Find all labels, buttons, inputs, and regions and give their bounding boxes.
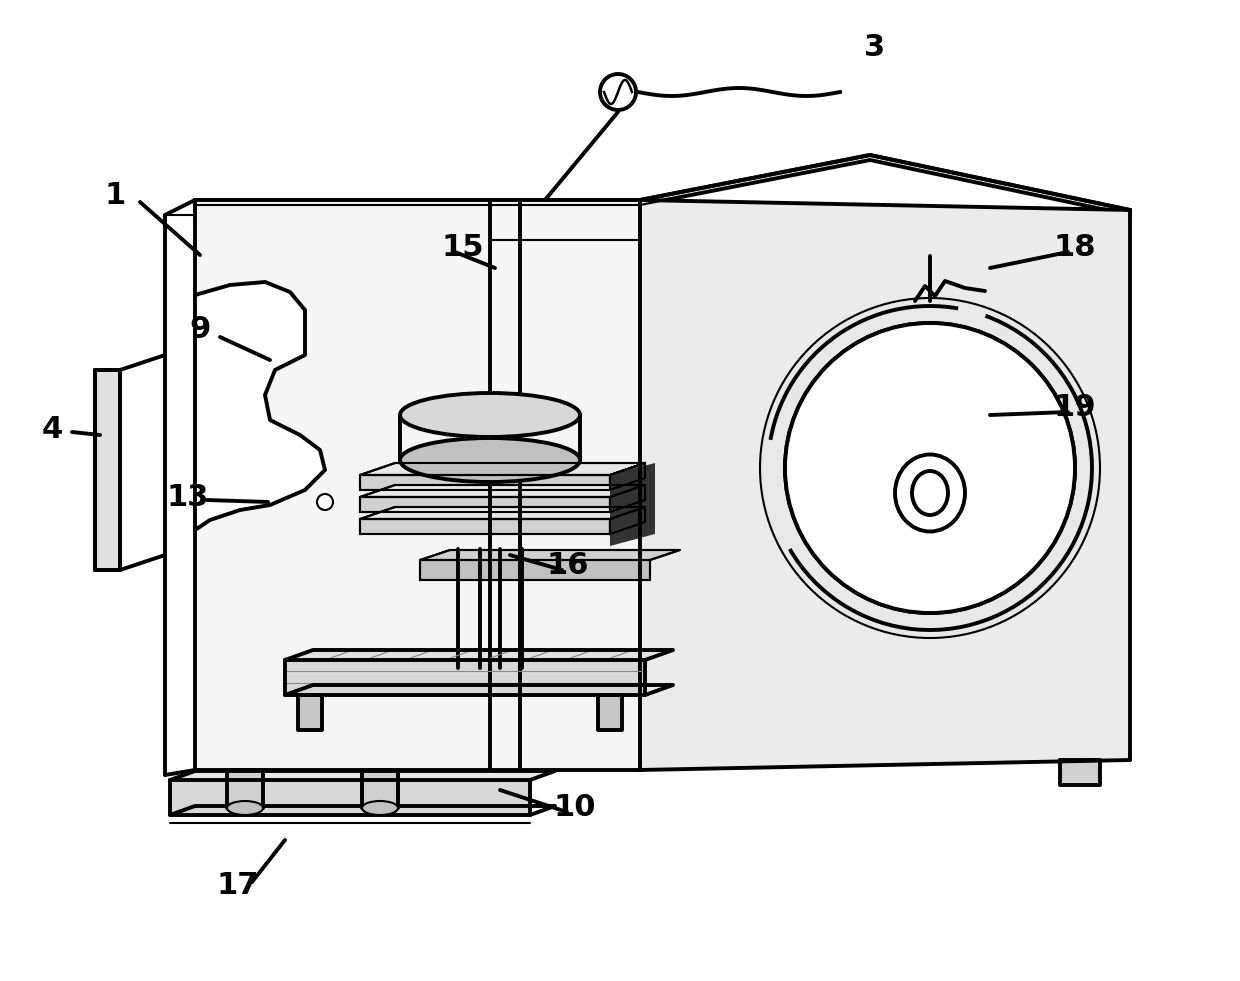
Polygon shape xyxy=(362,770,398,808)
Polygon shape xyxy=(195,282,325,530)
Polygon shape xyxy=(610,485,645,512)
Polygon shape xyxy=(360,475,610,490)
Ellipse shape xyxy=(785,323,1075,613)
Polygon shape xyxy=(195,200,640,770)
Ellipse shape xyxy=(785,323,1075,613)
Text: 1: 1 xyxy=(104,181,125,210)
Polygon shape xyxy=(195,155,1130,215)
Text: 19: 19 xyxy=(1054,393,1096,423)
Ellipse shape xyxy=(401,393,580,437)
Text: 13: 13 xyxy=(167,484,210,512)
Polygon shape xyxy=(640,200,1130,770)
Ellipse shape xyxy=(911,471,949,515)
Text: 10: 10 xyxy=(554,794,596,822)
Polygon shape xyxy=(285,660,645,695)
Text: 4: 4 xyxy=(41,416,63,444)
Polygon shape xyxy=(298,695,322,730)
Polygon shape xyxy=(598,695,622,730)
Polygon shape xyxy=(420,560,650,580)
Polygon shape xyxy=(285,650,673,660)
Text: 16: 16 xyxy=(547,550,589,580)
Ellipse shape xyxy=(401,438,580,482)
Polygon shape xyxy=(360,497,610,512)
Polygon shape xyxy=(420,550,680,560)
Polygon shape xyxy=(95,370,120,570)
Polygon shape xyxy=(610,507,645,534)
Text: 17: 17 xyxy=(217,870,259,900)
Text: 9: 9 xyxy=(190,316,211,344)
Ellipse shape xyxy=(317,494,334,510)
Polygon shape xyxy=(360,507,645,519)
Text: 3: 3 xyxy=(864,33,885,63)
Polygon shape xyxy=(610,463,655,546)
Text: 18: 18 xyxy=(1054,233,1096,263)
Ellipse shape xyxy=(895,454,965,532)
Polygon shape xyxy=(360,485,645,497)
Ellipse shape xyxy=(362,801,398,815)
Polygon shape xyxy=(170,780,529,815)
Polygon shape xyxy=(1060,760,1100,785)
Ellipse shape xyxy=(227,801,263,815)
Polygon shape xyxy=(360,519,610,534)
Polygon shape xyxy=(170,771,556,780)
Ellipse shape xyxy=(600,74,636,110)
Ellipse shape xyxy=(760,298,1100,638)
Polygon shape xyxy=(227,770,263,808)
Polygon shape xyxy=(360,463,645,475)
Polygon shape xyxy=(610,463,645,490)
Text: 15: 15 xyxy=(441,233,485,263)
